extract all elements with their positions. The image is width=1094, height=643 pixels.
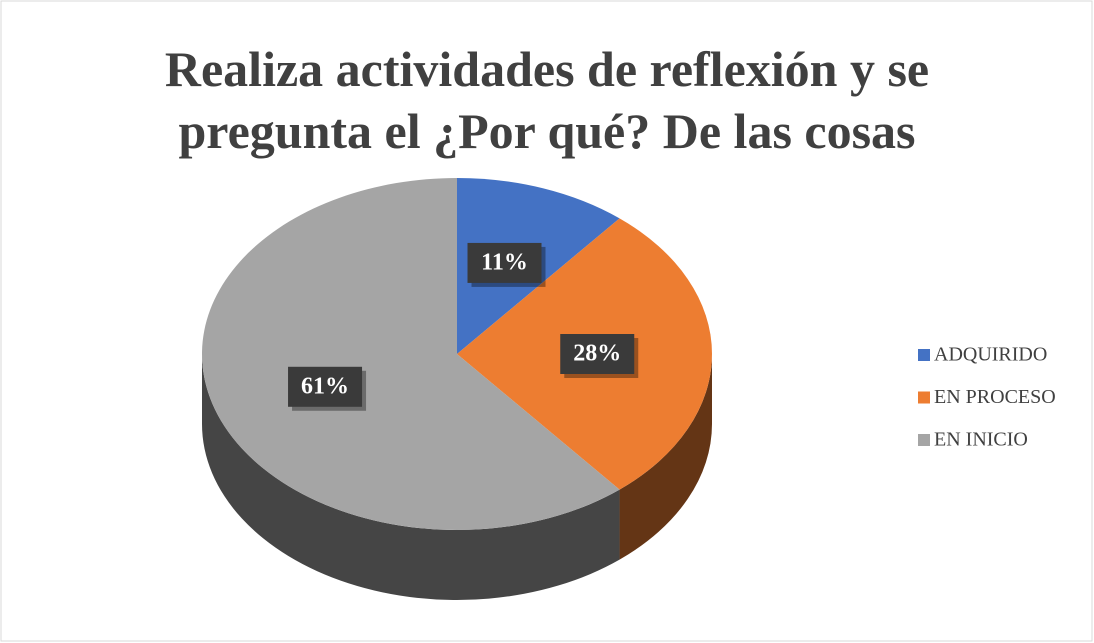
legend-label: EN INICIO <box>934 429 1028 451</box>
legend-swatch <box>918 391 930 404</box>
legend-swatch <box>918 434 930 446</box>
data-label: 11% <box>481 249 528 275</box>
slice-side <box>202 354 620 600</box>
legend-label: EN PROCESO <box>934 386 1056 408</box>
data-label: 61% <box>301 373 349 399</box>
data-label-box <box>288 366 363 407</box>
slice <box>202 178 620 530</box>
data-label-box <box>560 334 635 374</box>
chart-title: Realiza actividades de reflexión y se pr… <box>164 41 930 159</box>
legend-label: ADQUIRIDO <box>934 344 1047 366</box>
legend-swatch <box>918 349 930 361</box>
data-label-box <box>467 242 542 283</box>
data-label: 28% <box>573 341 621 367</box>
slice-side <box>619 354 712 560</box>
